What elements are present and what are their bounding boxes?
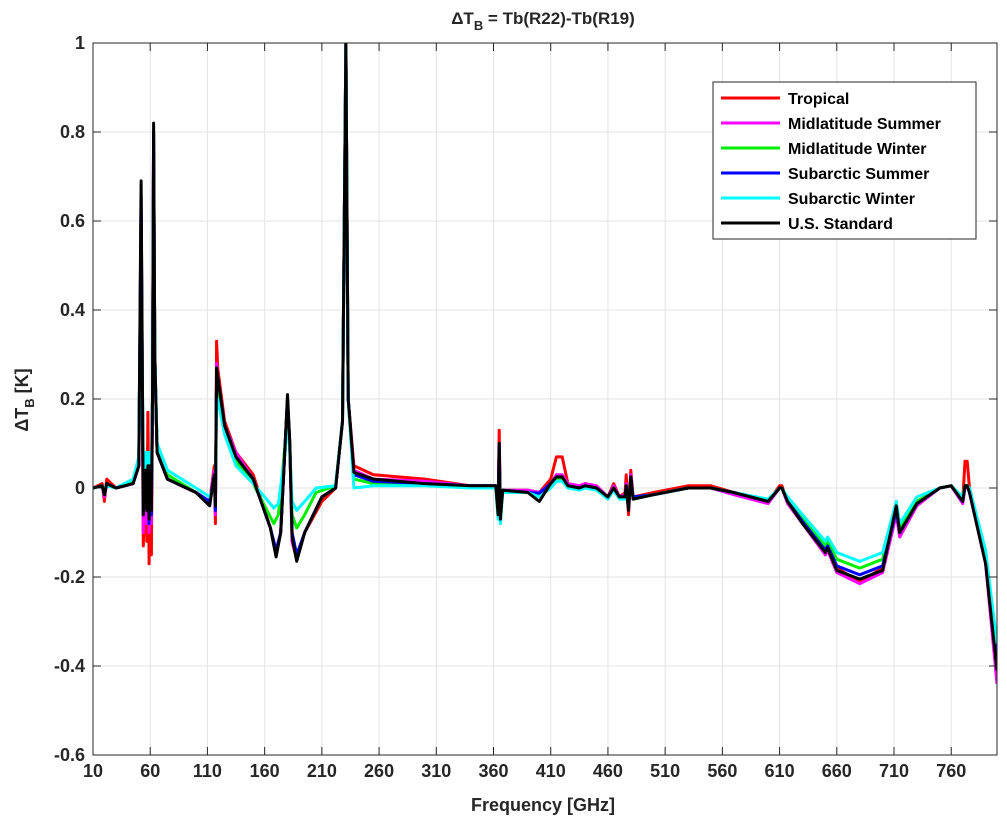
y-tick-label: 1 bbox=[75, 33, 85, 53]
axes bbox=[92, 42, 998, 756]
x-tick-label: 760 bbox=[936, 761, 966, 781]
x-tick-label: 160 bbox=[250, 761, 280, 781]
x-tick-label: 510 bbox=[650, 761, 680, 781]
x-tick-label: 610 bbox=[765, 761, 795, 781]
x-tick-label: 560 bbox=[707, 761, 737, 781]
y-tick-label: -0.6 bbox=[54, 745, 85, 765]
y-tick-label: 0.6 bbox=[60, 211, 85, 231]
legend-label-0: Tropical bbox=[788, 91, 849, 108]
ylabel-subscript: B bbox=[22, 398, 37, 407]
series-line-5 bbox=[93, 43, 997, 671]
legend-label-4: Subarctic Winter bbox=[788, 191, 915, 208]
title-subscript: B bbox=[474, 18, 483, 33]
title-t: T bbox=[463, 9, 474, 28]
ylabel-t: T bbox=[12, 408, 32, 419]
title-rest: = Tb(R22)-Tb(R19) bbox=[483, 9, 635, 28]
legend-label-3: Subarctic Summer bbox=[788, 166, 929, 183]
x-tick-label: 10 bbox=[83, 761, 103, 781]
y-tick-label: 0 bbox=[75, 478, 85, 498]
legend-label-1: Midlatitude Summer bbox=[788, 116, 941, 133]
x-tick-label: 460 bbox=[593, 761, 623, 781]
ylabel-rest: [K] bbox=[12, 368, 32, 398]
legend: Tropical Midlatitude Summer Midlatitude Wi… bbox=[712, 81, 977, 240]
y-axis-label: ΔTB [K] bbox=[12, 368, 37, 431]
x-tick-label: 410 bbox=[536, 761, 566, 781]
x-tick-label: 710 bbox=[879, 761, 909, 781]
x-tick-label: 110 bbox=[193, 761, 222, 781]
x-tick-label: 210 bbox=[307, 761, 337, 781]
x-tick-labels: 10 60 110 160 210 260 310 360 410 460 510 560 610 660… bbox=[83, 761, 966, 781]
title-delta: Δ bbox=[451, 9, 463, 28]
y-tick-label: 0.2 bbox=[60, 389, 85, 409]
series-lines bbox=[93, 43, 997, 684]
y-tick-label: 0.4 bbox=[60, 300, 85, 320]
x-tick-label: 660 bbox=[822, 761, 852, 781]
legend-box bbox=[712, 81, 977, 240]
ylabel-delta: Δ bbox=[12, 419, 32, 432]
y-tick-label: -0.4 bbox=[54, 656, 85, 676]
x-tick-label: 310 bbox=[421, 761, 451, 781]
legend-label-2: Midlatitude Winter bbox=[788, 141, 927, 158]
legend-label-5: U.S. Standard bbox=[788, 216, 893, 233]
y-tick-label: -0.2 bbox=[54, 567, 85, 587]
y-tick-label: 0.8 bbox=[60, 122, 85, 142]
x-axis-label: Frequency [GHz] bbox=[471, 795, 615, 815]
x-tick-label: 60 bbox=[140, 761, 160, 781]
chart-title: ΔTB = Tb(R22)-Tb(R19) bbox=[451, 9, 635, 33]
x-tick-label: 360 bbox=[478, 761, 508, 781]
y-tick-labels: -0.6 -0.4 -0.2 0 0.2 0.4 0.6 0.8 1 bbox=[54, 33, 85, 765]
x-tick-label: 260 bbox=[364, 761, 394, 781]
